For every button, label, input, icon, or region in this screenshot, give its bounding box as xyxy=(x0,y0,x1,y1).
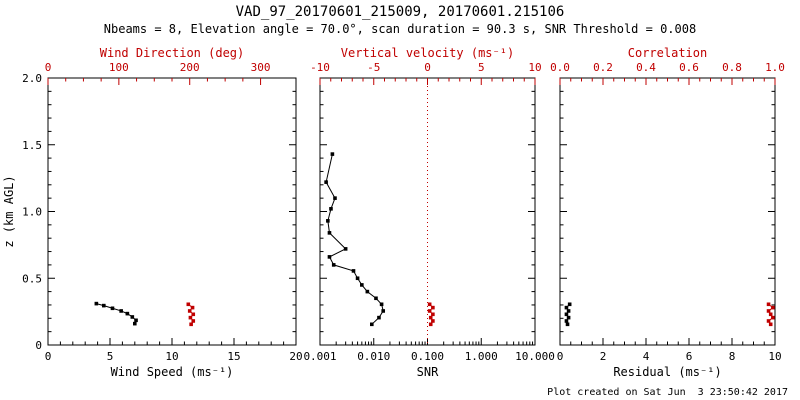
svg-text:4: 4 xyxy=(643,350,650,363)
svg-text:0: 0 xyxy=(35,339,42,352)
svg-text:10: 10 xyxy=(528,61,541,74)
svg-text:0.001: 0.001 xyxy=(303,350,336,363)
svg-text:0.0: 0.0 xyxy=(550,61,570,74)
svg-text:0.5: 0.5 xyxy=(22,272,42,285)
svg-text:2: 2 xyxy=(600,350,607,363)
svg-text:0.100: 0.100 xyxy=(411,350,444,363)
svg-text:5: 5 xyxy=(478,61,485,74)
plot-title: VAD_97_20170601_215009, 20170601.215106 xyxy=(235,4,565,20)
svg-text:Wind Direction (deg): Wind Direction (deg) xyxy=(100,46,245,60)
svg-text:1.5: 1.5 xyxy=(22,139,42,152)
svg-text:0.010: 0.010 xyxy=(357,350,390,363)
svg-text:Residual (ms⁻¹): Residual (ms⁻¹) xyxy=(613,365,721,379)
svg-text:6: 6 xyxy=(686,350,693,363)
svg-text:SNR: SNR xyxy=(417,365,439,379)
svg-text:0.4: 0.4 xyxy=(636,61,656,74)
svg-text:15: 15 xyxy=(227,350,240,363)
svg-text:1.0: 1.0 xyxy=(765,61,785,74)
svg-text:1.0: 1.0 xyxy=(22,206,42,219)
plot-subtitle: Nbeams = 8, Elevation angle = 70.0°, sca… xyxy=(103,22,697,36)
svg-text:2.0: 2.0 xyxy=(22,72,42,85)
svg-text:0: 0 xyxy=(557,350,564,363)
svg-text:0: 0 xyxy=(45,61,52,74)
svg-text:10: 10 xyxy=(165,350,178,363)
svg-text:300: 300 xyxy=(251,61,271,74)
svg-text:0: 0 xyxy=(45,350,52,363)
svg-text:5: 5 xyxy=(107,350,114,363)
svg-text:10: 10 xyxy=(768,350,781,363)
svg-text:10.000: 10.000 xyxy=(515,350,555,363)
svg-text:Wind Speed (ms⁻¹): Wind Speed (ms⁻¹) xyxy=(111,365,234,379)
svg-text:0.6: 0.6 xyxy=(679,61,699,74)
svg-text:z (km AGL): z (km AGL) xyxy=(2,175,16,247)
svg-text:8: 8 xyxy=(729,350,736,363)
plot-timestamp: Plot created on Sat Jun 3 23:50:42 2017 xyxy=(547,387,788,398)
svg-text:0: 0 xyxy=(424,61,431,74)
svg-text:0.2: 0.2 xyxy=(593,61,613,74)
svg-text:-5: -5 xyxy=(367,61,380,74)
svg-text:0.8: 0.8 xyxy=(722,61,742,74)
svg-text:200: 200 xyxy=(180,61,200,74)
svg-text:1.000: 1.000 xyxy=(465,350,498,363)
svg-text:-10: -10 xyxy=(310,61,330,74)
svg-text:Correlation: Correlation xyxy=(628,46,707,60)
svg-text:100: 100 xyxy=(109,61,129,74)
svg-text:Vertical velocity (ms⁻¹): Vertical velocity (ms⁻¹) xyxy=(341,46,514,60)
svg-text:20: 20 xyxy=(289,350,302,363)
